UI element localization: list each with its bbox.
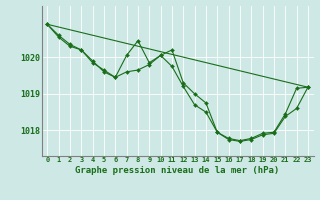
X-axis label: Graphe pression niveau de la mer (hPa): Graphe pression niveau de la mer (hPa) [76, 166, 280, 175]
